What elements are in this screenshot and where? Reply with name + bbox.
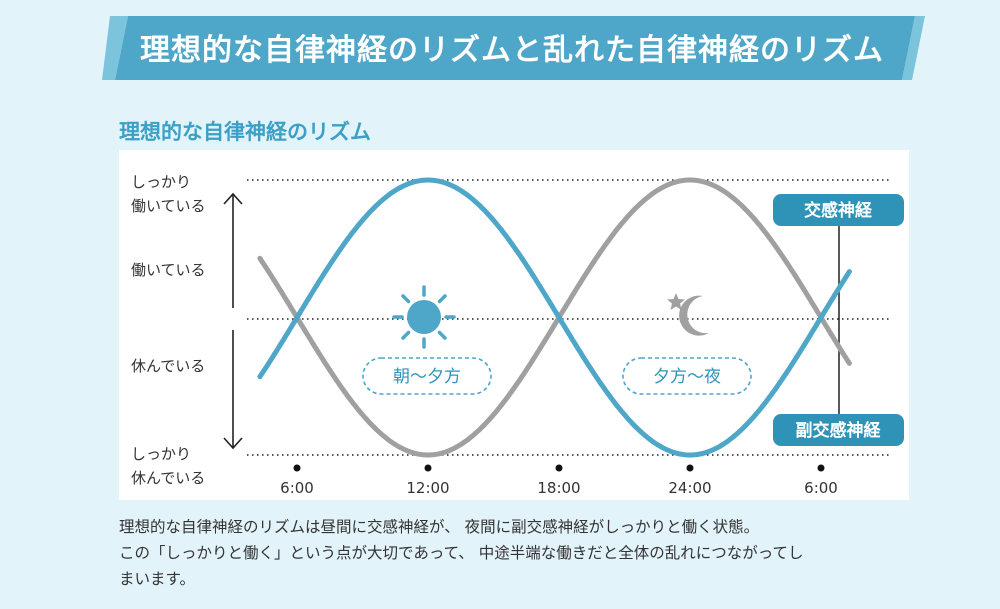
- x-tick-label: 24:00: [668, 479, 711, 497]
- x-tick-dot: [555, 464, 563, 472]
- sun-icon: [392, 285, 456, 349]
- x-tick-dot: [424, 464, 432, 472]
- y-label-strong-rest-line2: 休んでいる: [131, 469, 206, 487]
- x-tick-dot: [817, 464, 825, 472]
- title-banner: 理想的な自律神経のリズムと乱れた自律神経のリズム: [0, 0, 1000, 100]
- sympathetic-tag-label: 交感神経: [804, 200, 873, 221]
- caption: 理想的な自律神経のリズムは昼間に交感神経が、 夜間に副交感神経がしっかりと働く状…: [119, 514, 919, 592]
- banner-title: 理想的な自律神経のリズムと乱れた自律神経のリズム: [140, 33, 884, 68]
- day-period-pill: [362, 357, 492, 395]
- caption-line-2: この「しっかりと働く」という点が大切であって、 中途半端な働きだと全体の乱れにつ…: [119, 544, 804, 562]
- chart-panel: しっかり 働いている 働いている 休んでいる しっかり 休んでいる: [119, 150, 909, 500]
- y-label-strong-rest-line1: しっかり: [131, 445, 192, 463]
- y-label-active: 働いている: [131, 261, 206, 279]
- section-title: 理想的な自律神経のリズム: [119, 120, 371, 144]
- series-sympathetic-line: [257, 177, 852, 458]
- night-period-label: 夕方〜夜: [653, 367, 721, 387]
- y-label-resting: 休んでいる: [131, 357, 206, 375]
- x-axis-ticks: 6:00 12:00 18:00 24:00 6:00: [280, 464, 838, 497]
- rhythm-chart: 朝〜夕方 夕方〜夜 交感神経 副交感神経 6:00 12:00 18:00 24:00…: [223, 177, 904, 497]
- arrow-down-head: [223, 437, 243, 450]
- parasympathetic-tag-label: 副交感神経: [796, 420, 882, 441]
- parasympathetic-tag: [773, 414, 904, 446]
- moon-star-icon: [667, 293, 709, 336]
- banner-ribbon: [115, 16, 915, 80]
- banner-right-edge: [902, 16, 925, 80]
- y-label-strong-active-line1: しっかり: [131, 173, 192, 191]
- sympathetic-tag: [773, 194, 904, 226]
- arrow-up-head: [223, 192, 243, 205]
- y-label-strong-active-line2: 働いている: [131, 197, 206, 215]
- banner-shape: [102, 16, 925, 80]
- banner-left-edge: [102, 16, 128, 80]
- caption-line-1: 理想的な自律神経のリズムは昼間に交感神経が、 夜間に副交感神経がしっかりと働く状…: [119, 518, 760, 536]
- day-period-label: 朝〜夕方: [393, 367, 461, 387]
- x-tick-label: 6:00: [280, 479, 314, 497]
- x-tick-label: 18:00: [537, 479, 580, 497]
- x-tick-dot: [293, 464, 301, 472]
- x-tick-label: 6:00: [804, 479, 838, 497]
- x-tick-label: 12:00: [406, 479, 449, 497]
- night-period-pill: [622, 357, 752, 395]
- x-tick-dot: [686, 464, 694, 472]
- caption-line-3: まいます。: [119, 570, 195, 588]
- series-parasympathetic-line: [257, 177, 852, 458]
